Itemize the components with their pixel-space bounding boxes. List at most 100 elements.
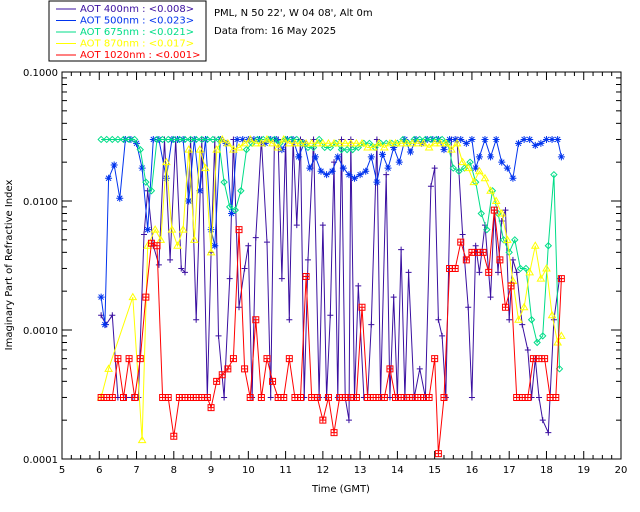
data-point (345, 417, 352, 424)
data-point (153, 242, 161, 250)
data-point (502, 235, 512, 243)
data-point (213, 377, 221, 385)
data-point (536, 394, 543, 401)
data-point (508, 276, 518, 284)
data-point (198, 135, 206, 144)
y-tick-label: 0.0001 (23, 455, 58, 466)
data-point (530, 241, 540, 249)
data-point (462, 139, 470, 147)
data-point (181, 269, 188, 276)
data-point (164, 135, 172, 144)
data-point (142, 293, 150, 301)
data-point (386, 365, 394, 373)
data-point (475, 166, 484, 175)
data-point (306, 164, 314, 172)
data-point (104, 364, 113, 372)
data-point (201, 163, 210, 172)
data-point (451, 135, 459, 143)
data-point (290, 138, 300, 147)
data-point (330, 429, 338, 437)
data-point (360, 139, 368, 148)
data-point (108, 393, 116, 401)
data-point (557, 153, 565, 161)
data-point (302, 272, 310, 280)
data-point (352, 138, 361, 147)
data-point (119, 135, 128, 144)
data-point (383, 171, 390, 178)
data-point (457, 135, 465, 143)
data-point (406, 148, 414, 156)
data-point (357, 138, 367, 147)
data-point (440, 393, 448, 401)
data-point (319, 222, 326, 229)
data-point (142, 178, 150, 186)
data-point (541, 355, 549, 363)
data-point (498, 158, 506, 166)
data-point (435, 138, 445, 147)
data-point (192, 135, 200, 144)
data-point (548, 135, 556, 143)
x-tick-label: 6 (96, 465, 102, 476)
data-point (103, 135, 111, 144)
data-point (318, 138, 328, 147)
data-point (178, 265, 185, 272)
data-point (234, 142, 244, 151)
data-point (358, 303, 366, 311)
data-point (167, 256, 174, 263)
data-point (378, 150, 386, 158)
data-point (295, 153, 303, 161)
x-tick-label: 16 (466, 465, 479, 476)
data-point (217, 134, 227, 143)
data-point (439, 332, 446, 339)
data-point (181, 135, 189, 144)
data-point (536, 274, 546, 282)
data-point (223, 138, 233, 147)
data-point (430, 138, 440, 147)
data-point (487, 153, 495, 161)
data-point (252, 316, 260, 324)
data-point (481, 135, 489, 143)
data-point (153, 135, 161, 144)
data-point (150, 225, 160, 233)
data-point (507, 282, 515, 290)
data-point (304, 256, 311, 263)
data-point (215, 332, 222, 339)
data-point (545, 429, 552, 436)
data-point (207, 226, 215, 234)
data-point (285, 355, 293, 363)
data-point (435, 316, 442, 323)
data-point (272, 135, 280, 143)
data-point (323, 171, 331, 179)
data-point (550, 170, 558, 179)
data-point (479, 248, 487, 256)
data-point (390, 294, 397, 301)
data-point (425, 393, 433, 401)
data-point (158, 135, 167, 144)
data-point (114, 394, 121, 401)
data-point (220, 178, 228, 186)
data-point (542, 135, 550, 143)
series-line (101, 138, 560, 369)
data-point (196, 187, 204, 195)
data-point (233, 135, 241, 143)
x-tick-label: 19 (577, 465, 590, 476)
data-point (402, 138, 412, 147)
data-point (108, 135, 117, 144)
data-point (477, 209, 485, 218)
data-point (379, 142, 389, 151)
data-point (268, 138, 277, 147)
data-point (475, 153, 483, 161)
data-point (487, 294, 494, 301)
data-point (311, 153, 319, 161)
data-point (136, 145, 144, 154)
data-point (391, 138, 400, 147)
data-point (476, 269, 483, 276)
data-point (509, 256, 516, 263)
data-point (175, 135, 184, 144)
data-point (419, 138, 428, 147)
data-point (324, 138, 333, 147)
data-point (525, 267, 535, 276)
data-point (130, 135, 139, 144)
legend-entry: AOT 1020nm : <0.001> (80, 50, 200, 61)
